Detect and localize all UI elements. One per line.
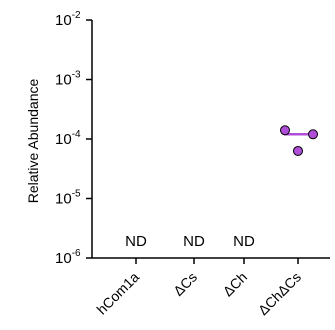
x-tick-label: hCom1a bbox=[93, 269, 142, 318]
y-axis-label: Relative Abundance bbox=[25, 79, 41, 204]
y-tick-label: 10-6 bbox=[55, 248, 81, 267]
y-tick-label: 10-5 bbox=[55, 189, 81, 208]
nd-label: ND bbox=[233, 233, 255, 250]
nd-label: ND bbox=[125, 233, 147, 250]
x-tick-label: ΔCs bbox=[170, 269, 200, 299]
data-point bbox=[280, 125, 290, 136]
nd-label: ND bbox=[183, 233, 205, 250]
data-point bbox=[293, 145, 303, 156]
axes bbox=[91, 20, 330, 264]
y-tick-label: 10-3 bbox=[55, 70, 81, 89]
y-tick-label: 10-2 bbox=[55, 10, 81, 29]
x-tick-label: ΔChΔCs bbox=[255, 269, 304, 318]
y-tick-label: 10-4 bbox=[55, 129, 81, 148]
x-axis-labels: hCom1a ΔCs ΔCh ΔChΔCs bbox=[93, 269, 304, 318]
data-point bbox=[308, 129, 318, 140]
y-axis-ticks: 10-6 10-5 10-4 10-3 10-2 bbox=[55, 10, 92, 267]
x-tick-label: ΔCh bbox=[220, 269, 251, 300]
not-detected-labels: ND ND ND bbox=[125, 233, 255, 250]
data-points bbox=[280, 125, 318, 156]
